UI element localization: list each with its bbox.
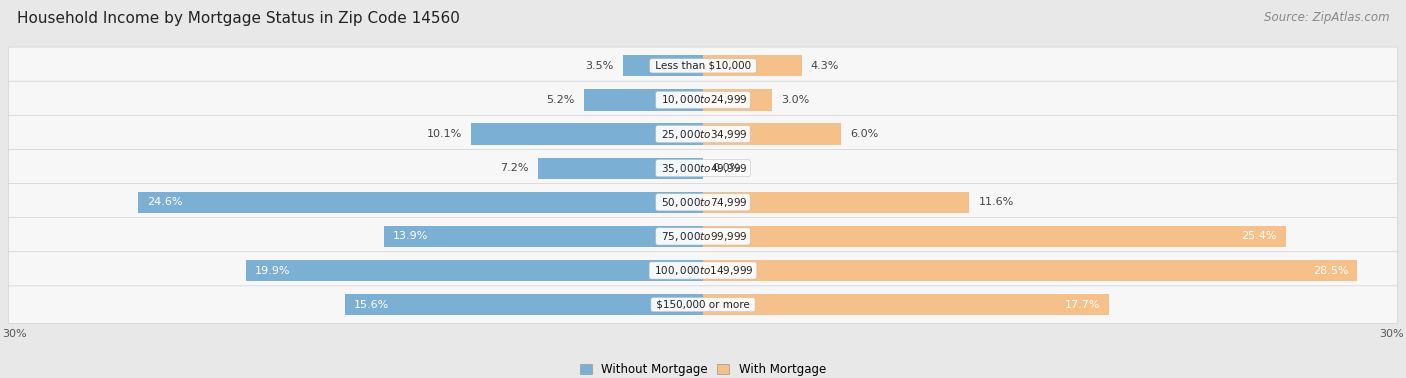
Bar: [138, 192, 703, 213]
Text: 28.5%: 28.5%: [1313, 265, 1348, 276]
Bar: [703, 192, 969, 213]
Bar: [703, 55, 801, 76]
FancyBboxPatch shape: [8, 252, 1398, 289]
Text: 17.7%: 17.7%: [1064, 300, 1101, 310]
Text: 3.0%: 3.0%: [782, 95, 810, 105]
Bar: [703, 226, 1286, 247]
Text: Less than $10,000: Less than $10,000: [652, 61, 754, 71]
Text: 5.2%: 5.2%: [546, 95, 575, 105]
Bar: [344, 294, 703, 315]
Text: 19.9%: 19.9%: [256, 265, 291, 276]
Text: $75,000 to $99,999: $75,000 to $99,999: [658, 230, 748, 243]
Text: 0.0%: 0.0%: [713, 163, 741, 173]
Bar: [384, 226, 703, 247]
Legend: Without Mortgage, With Mortgage: Without Mortgage, With Mortgage: [575, 358, 831, 378]
Text: 25.4%: 25.4%: [1241, 231, 1277, 242]
Text: 7.2%: 7.2%: [501, 163, 529, 173]
Bar: [703, 124, 841, 145]
Text: 6.0%: 6.0%: [851, 129, 879, 139]
Bar: [246, 260, 703, 281]
Text: 15.6%: 15.6%: [354, 300, 389, 310]
FancyBboxPatch shape: [8, 47, 1398, 85]
Bar: [583, 89, 703, 110]
FancyBboxPatch shape: [8, 218, 1398, 255]
FancyBboxPatch shape: [8, 286, 1398, 323]
Text: 13.9%: 13.9%: [392, 231, 429, 242]
Bar: [703, 294, 1109, 315]
Text: 4.3%: 4.3%: [811, 61, 839, 71]
Text: $35,000 to $49,999: $35,000 to $49,999: [658, 162, 748, 175]
Text: $50,000 to $74,999: $50,000 to $74,999: [658, 196, 748, 209]
Bar: [623, 55, 703, 76]
Bar: [471, 124, 703, 145]
Text: $150,000 or more: $150,000 or more: [652, 300, 754, 310]
Text: $100,000 to $149,999: $100,000 to $149,999: [651, 264, 755, 277]
Text: 24.6%: 24.6%: [148, 197, 183, 207]
Text: 3.5%: 3.5%: [585, 61, 613, 71]
Text: 10.1%: 10.1%: [426, 129, 461, 139]
Text: $25,000 to $34,999: $25,000 to $34,999: [658, 127, 748, 141]
FancyBboxPatch shape: [8, 115, 1398, 153]
Bar: [537, 158, 703, 179]
FancyBboxPatch shape: [8, 149, 1398, 187]
Text: Household Income by Mortgage Status in Zip Code 14560: Household Income by Mortgage Status in Z…: [17, 11, 460, 26]
Bar: [703, 89, 772, 110]
FancyBboxPatch shape: [8, 183, 1398, 221]
FancyBboxPatch shape: [8, 81, 1398, 119]
Text: Source: ZipAtlas.com: Source: ZipAtlas.com: [1264, 11, 1389, 24]
Bar: [703, 260, 1358, 281]
Text: 11.6%: 11.6%: [979, 197, 1014, 207]
Text: $10,000 to $24,999: $10,000 to $24,999: [658, 93, 748, 107]
